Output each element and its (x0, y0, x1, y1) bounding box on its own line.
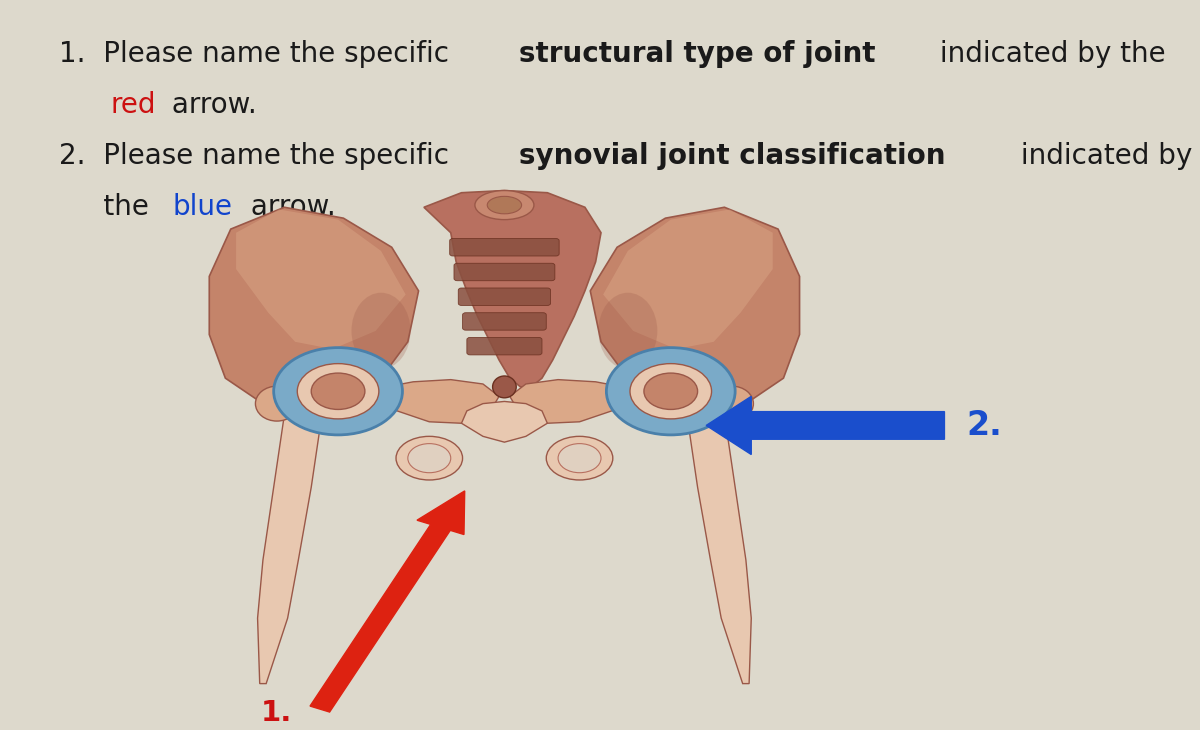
Ellipse shape (408, 444, 451, 473)
Circle shape (298, 364, 379, 419)
Ellipse shape (475, 191, 534, 220)
FancyBboxPatch shape (467, 337, 542, 355)
FancyBboxPatch shape (450, 239, 559, 256)
Circle shape (630, 364, 712, 419)
Text: the: the (59, 193, 157, 220)
Ellipse shape (558, 444, 601, 473)
Ellipse shape (599, 293, 658, 369)
FancyBboxPatch shape (458, 288, 551, 305)
Circle shape (644, 373, 697, 410)
FancyBboxPatch shape (454, 264, 554, 281)
FancyArrow shape (310, 491, 464, 712)
Text: structural type of joint: structural type of joint (520, 40, 876, 68)
Text: 1.  Please name the specific: 1. Please name the specific (59, 40, 458, 68)
Ellipse shape (710, 386, 754, 421)
Polygon shape (623, 380, 692, 415)
Ellipse shape (352, 293, 410, 369)
Ellipse shape (396, 437, 462, 480)
Text: indicated by: indicated by (1012, 142, 1192, 170)
Ellipse shape (546, 437, 613, 480)
Polygon shape (209, 207, 419, 404)
Ellipse shape (493, 376, 516, 398)
Text: arrow.: arrow. (163, 91, 257, 119)
Text: red: red (110, 91, 156, 119)
Circle shape (606, 347, 736, 435)
Text: blue: blue (173, 193, 233, 220)
Polygon shape (590, 207, 799, 404)
FancyArrow shape (706, 396, 944, 455)
Text: 2.: 2. (966, 409, 1002, 442)
Polygon shape (462, 402, 547, 442)
FancyBboxPatch shape (462, 312, 546, 330)
Text: synovial joint classification: synovial joint classification (520, 142, 946, 170)
Polygon shape (258, 415, 322, 683)
Text: indicated by the: indicated by the (931, 40, 1165, 68)
Text: arrow.: arrow. (242, 193, 336, 220)
Circle shape (274, 347, 402, 435)
Ellipse shape (256, 386, 299, 421)
Circle shape (311, 373, 365, 410)
Polygon shape (317, 380, 386, 415)
Polygon shape (236, 210, 406, 349)
Polygon shape (424, 191, 601, 387)
Ellipse shape (487, 196, 522, 214)
Text: 1.: 1. (262, 699, 293, 726)
Polygon shape (376, 380, 499, 423)
Polygon shape (510, 380, 634, 423)
Text: 2.  Please name the specific: 2. Please name the specific (59, 142, 458, 170)
Polygon shape (686, 415, 751, 683)
Polygon shape (604, 210, 773, 349)
